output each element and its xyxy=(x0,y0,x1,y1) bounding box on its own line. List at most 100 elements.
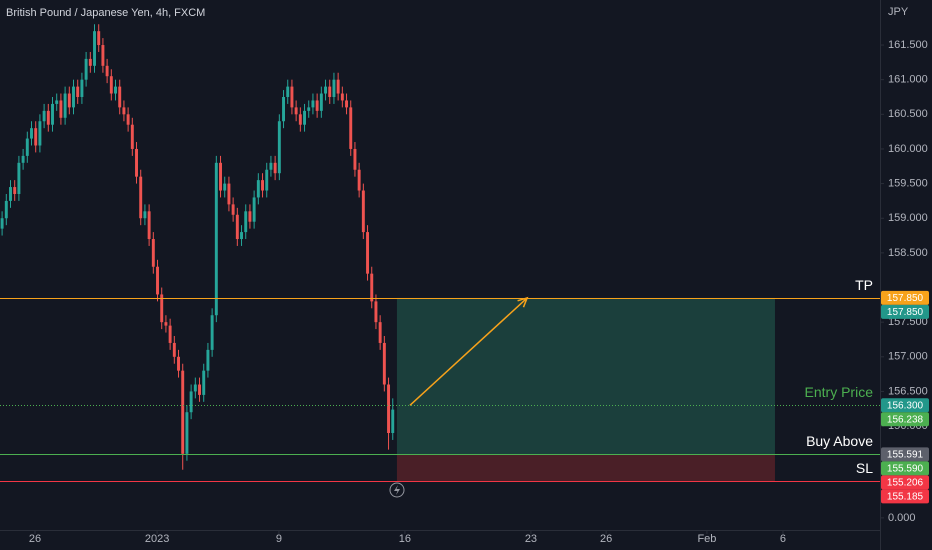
candle-body xyxy=(80,79,84,97)
candle-body xyxy=(181,370,185,454)
candle-body xyxy=(252,197,256,222)
candle-body xyxy=(382,342,386,385)
candle-body xyxy=(265,169,269,191)
level-annotation: Entry Price xyxy=(805,384,874,400)
y-tick-label: 159.000 xyxy=(888,212,928,224)
candle-body xyxy=(97,31,101,46)
candle-body xyxy=(189,391,193,413)
y-tick-label: 161.500 xyxy=(888,39,928,51)
level-annotation: TP xyxy=(855,277,873,293)
candle-body xyxy=(248,211,252,222)
candle-body xyxy=(324,86,328,94)
candle-body xyxy=(198,384,201,395)
candle-body xyxy=(353,148,357,170)
candle-body xyxy=(114,86,117,94)
price-label: 157.850 xyxy=(887,293,924,304)
candle-body xyxy=(391,409,395,434)
candle-body xyxy=(38,121,42,146)
loss-zone xyxy=(396,454,775,482)
candle-body xyxy=(294,107,298,115)
candle-body xyxy=(139,176,143,219)
candle-body xyxy=(206,349,210,371)
x-tick-label: 9 xyxy=(276,533,282,545)
candle-body xyxy=(55,100,59,104)
candle-body xyxy=(147,211,151,240)
candle-body xyxy=(345,100,349,108)
price-label-box xyxy=(881,304,929,319)
candle-body xyxy=(126,114,130,125)
y-tick-label: 157.500 xyxy=(888,316,928,328)
price-label: 155.185 xyxy=(887,492,924,503)
price-label: 155.591 xyxy=(887,450,924,461)
y-tick-label: 158.500 xyxy=(888,247,928,259)
candle-body xyxy=(240,232,243,240)
candle-body xyxy=(277,121,281,174)
candle-body xyxy=(109,76,113,94)
candle-body xyxy=(303,110,307,125)
y-tick-label: 160.500 xyxy=(888,108,928,120)
candle-body xyxy=(118,86,122,108)
candle-body xyxy=(370,273,374,302)
candle-body xyxy=(101,45,105,66)
x-tick-label: 6 xyxy=(780,533,786,545)
candle-body xyxy=(4,200,8,219)
price-label: 155.206 xyxy=(887,478,924,489)
candle-body xyxy=(261,180,264,191)
candle-body xyxy=(72,86,75,108)
candle-body xyxy=(378,322,382,343)
candle-body xyxy=(164,322,168,326)
x-tick-label: Feb xyxy=(697,533,716,545)
candle-body xyxy=(244,211,248,233)
candle-body xyxy=(202,370,206,395)
price-label-box xyxy=(881,412,929,427)
candle-body xyxy=(210,315,214,350)
candle-body xyxy=(227,183,231,205)
candle-body xyxy=(51,103,54,125)
candle-body xyxy=(156,266,159,295)
candle-body xyxy=(135,148,138,177)
candle-body xyxy=(290,86,294,108)
candle-body xyxy=(273,162,277,174)
candle-body xyxy=(269,162,273,170)
candle-body xyxy=(151,239,155,267)
candle-body xyxy=(340,93,344,101)
replay-icon[interactable] xyxy=(389,482,405,498)
x-tick-label: 23 xyxy=(525,533,537,545)
candle-body xyxy=(332,79,336,97)
candle-body xyxy=(298,114,302,125)
candle-body xyxy=(361,190,365,233)
candle-body xyxy=(223,183,227,191)
candle-body xyxy=(366,232,370,274)
price-label: 155.590 xyxy=(887,464,924,475)
candle-body xyxy=(42,110,46,122)
price-label-box xyxy=(881,290,929,305)
x-tick-label: 26 xyxy=(29,533,41,545)
candle-body xyxy=(143,211,147,219)
candle-body xyxy=(122,107,126,115)
candle-body xyxy=(9,187,12,201)
candle-body xyxy=(0,218,4,229)
candle-body xyxy=(235,214,239,240)
price-label: 156.300 xyxy=(887,400,924,411)
candle-body xyxy=(105,65,109,77)
candle-body xyxy=(160,294,164,323)
candle-body xyxy=(387,384,391,434)
candle-body xyxy=(328,86,332,97)
x-tick-label: 2023 xyxy=(145,533,169,545)
candle-body xyxy=(46,110,50,125)
arrow-head xyxy=(517,296,529,308)
candle-body xyxy=(84,58,88,80)
y-tick-label: 159.500 xyxy=(888,178,928,190)
candle-body xyxy=(177,356,180,371)
y-tick-label: 0.000 xyxy=(888,512,916,524)
icon-bolt[interactable] xyxy=(394,485,400,495)
candle-body xyxy=(30,128,33,139)
price-label-box xyxy=(881,489,929,504)
candle-body xyxy=(76,86,80,97)
candle-body xyxy=(88,58,92,66)
candle-body xyxy=(349,107,353,149)
candle-body xyxy=(311,100,315,108)
price-label-box xyxy=(881,475,929,490)
